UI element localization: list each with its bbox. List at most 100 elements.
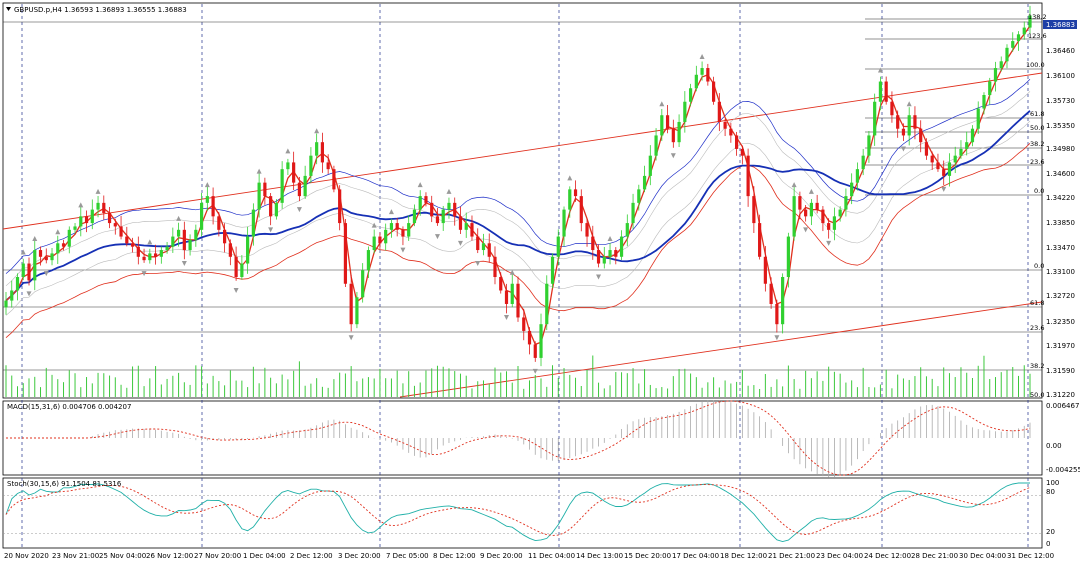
candle-body [223, 229, 227, 244]
candle-body [827, 223, 831, 230]
fractal-up-arrow [285, 148, 291, 154]
candle-body [274, 202, 278, 217]
candle-body [435, 216, 440, 224]
candle-body [723, 121, 727, 129]
fractal-down-arrow [141, 271, 147, 277]
fractal-down-arrow [803, 227, 809, 233]
fractal-down-arrow [670, 153, 676, 159]
candle-body [499, 277, 503, 291]
candle-body [982, 95, 986, 109]
candle-body [769, 283, 773, 304]
time-axis-label: 23 Nov 21:00 [52, 552, 99, 560]
candle-body [619, 236, 624, 257]
fibo-label: 38.2 [1030, 140, 1044, 148]
candle-body [608, 250, 612, 257]
candle-body [309, 155, 313, 176]
fractal-up-arrow [55, 229, 61, 235]
candle-body [878, 81, 883, 102]
time-axis-label: 18 Dec 12:00 [720, 552, 767, 560]
price-axis-label: 1.31970 [1046, 342, 1075, 350]
candle-body [568, 189, 572, 210]
candle-body [890, 101, 894, 116]
price-axis-label: 1.36460 [1046, 47, 1075, 55]
price-axis-label: 1.31220 [1046, 391, 1075, 399]
candle-body [999, 61, 1003, 69]
candle-body [217, 216, 221, 230]
menu-triangle-icon[interactable] [6, 7, 11, 11]
fibo-labels: 138.2 123.6 100.0 61.8 50.0 38.2 23.6 0.… [1026, 13, 1047, 399]
candle-body [965, 142, 969, 149]
price-axis-label: 1.33470 [1046, 244, 1075, 252]
main-price-pane[interactable] [2, 2, 1043, 399]
candle-body [338, 189, 342, 224]
candle-body [315, 142, 319, 156]
price-axis-label: 1.31590 [1046, 367, 1075, 375]
candle-body [677, 121, 681, 143]
candle-body [246, 236, 250, 264]
candle-body [591, 236, 595, 251]
price-axis-label: 1.36100 [1046, 72, 1075, 80]
candle-body [343, 223, 348, 284]
candle-body [804, 209, 808, 217]
time-axis-label: 11 Dec 04:00 [528, 552, 575, 560]
symbol-header: GBPUSD.p,H4 1.36593 1.36893 1.36555 1.36… [14, 6, 187, 14]
macd-pane[interactable] [2, 400, 1043, 476]
candle-body [1011, 41, 1015, 48]
candle-body [33, 250, 37, 281]
candle-body [700, 68, 704, 75]
fractal-down-arrow [43, 271, 49, 277]
fractal-down-arrow [434, 234, 440, 240]
candle-body [303, 175, 307, 197]
candle-body [1005, 47, 1009, 62]
candle-body [947, 162, 952, 176]
candle-body [384, 229, 388, 244]
candle-body [873, 101, 877, 136]
candle-body [660, 115, 664, 136]
time-axis-label: 30 Dec 04:00 [959, 552, 1006, 560]
fractal-down-arrow [268, 227, 274, 233]
time-axis: 20 Nov 2020 23 Nov 21:00 25 Nov 04:00 26… [4, 552, 1054, 560]
candle-body [395, 223, 399, 230]
candle-body [153, 253, 158, 257]
candle-body [44, 256, 48, 261]
candle-body [269, 196, 273, 217]
stoch-label: Stoch(30,15,6) 91.1504 81.5316 [7, 480, 122, 488]
candle-body [464, 223, 468, 230]
candle-body [510, 283, 514, 304]
fractal-up-arrow [446, 188, 452, 194]
candle-body [130, 243, 135, 247]
candle-body [10, 290, 14, 301]
candle-body [924, 142, 929, 156]
candle-body [993, 68, 998, 82]
candle-body [61, 243, 66, 247]
candle-body [953, 155, 957, 163]
time-axis-label: 7 Dec 05:00 [386, 552, 429, 560]
time-axis-label: 20 Nov 2020 [4, 552, 49, 560]
candle-body [136, 246, 140, 257]
stochastic-pane[interactable] [2, 477, 1043, 549]
price-axis-label: 1.34980 [1046, 145, 1075, 153]
candle-body [286, 162, 290, 170]
candlesticks [4, 5, 1032, 367]
stoch-indicator [3, 482, 1042, 542]
candle-body [688, 88, 693, 102]
fractal-down-arrow [900, 146, 906, 152]
candle-body [763, 256, 767, 284]
candle-body [228, 243, 232, 257]
candle-body [752, 196, 756, 224]
upper-band [5, 78, 1031, 274]
candle-body [539, 324, 543, 358]
fractal-up-arrow [808, 188, 814, 194]
fractal-up-arrow [20, 249, 26, 255]
candle-body [251, 209, 255, 237]
time-axis-label: 14 Dec 13:00 [576, 552, 623, 560]
candle-body [746, 155, 750, 197]
candle-body [930, 155, 934, 163]
candle-body [798, 196, 802, 210]
upper-trend-line [2, 72, 1043, 230]
candle-body [320, 142, 325, 163]
candle-body [516, 283, 520, 318]
candle-body [596, 250, 601, 264]
current-price-badge [1043, 20, 1077, 29]
